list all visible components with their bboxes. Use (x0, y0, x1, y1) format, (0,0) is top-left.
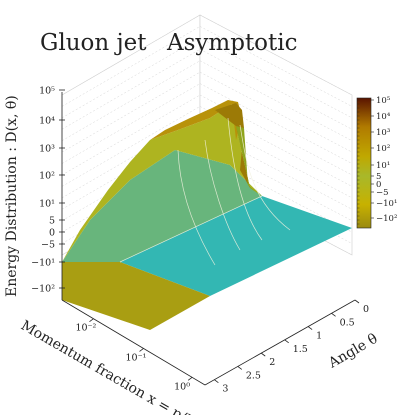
title-right: Asymptotic (166, 30, 298, 56)
grid-line-left (61, 49, 201, 130)
z-tick-label: 10⁴ (39, 116, 55, 127)
z-tick-label: −10¹ (31, 258, 55, 269)
grid-line-left (61, 94, 201, 176)
z-tick-label: −5 (41, 240, 55, 251)
wire-3 (227, 117, 263, 241)
y-axis-line (204, 299, 356, 386)
colorbar-tick-label: 10⁵ (376, 96, 391, 106)
y-tick-label: 1.5 (293, 344, 308, 355)
grid-line-left (61, 83, 201, 164)
z-tick-label: 10² (39, 171, 55, 182)
z-tick-label: −10² (31, 284, 55, 295)
grid-line-right (199, 26, 353, 107)
x-axis-line (61, 299, 206, 386)
grid-line-left (61, 14, 201, 96)
wire-5 (119, 195, 263, 263)
z-tick-label: 10⁵ (39, 86, 55, 97)
x-axis-label: Momentum fraction x = p/E (18, 318, 198, 415)
colorbar-tick-label: 10¹ (376, 161, 390, 171)
y-tick-mark (237, 366, 243, 370)
x-axis: 10⁻² 10⁻¹ 10⁰ (61, 299, 206, 392)
colorbar-gradient (356, 97, 372, 229)
z-axis-label: Energy Distribution : D(x, θ) (4, 95, 20, 297)
y-tick-mark (354, 299, 360, 304)
grid-line-right (199, 37, 353, 119)
x-tick-mark (139, 348, 144, 352)
colorbar-tick-label: 10³ (376, 128, 390, 138)
x-tick-mark (187, 377, 193, 381)
y-tick-label: 3 (222, 384, 228, 395)
grid-line-right (199, 49, 353, 130)
grid-line-left (61, 37, 201, 119)
surface-right-face (236, 126, 262, 196)
grid-line-left (61, 60, 201, 141)
z-tick-label: 10³ (39, 144, 55, 155)
y-axis: 0 0.5 1 1.5 2 2.5 3 (204, 299, 369, 395)
grid-line-right (199, 71, 353, 153)
colorbar-tick-label: −10¹ (376, 199, 397, 209)
wire-2 (204, 139, 241, 251)
z-tick-label: 0 (49, 228, 55, 239)
y-tick-mark (307, 326, 313, 330)
colorbar-tick-label: 10⁴ (376, 112, 391, 122)
colorbar-tick-label: 5 (376, 172, 381, 182)
y-tick-mark (331, 312, 336, 317)
z-tick-label: 5 (49, 216, 55, 227)
wire-1 (177, 149, 216, 266)
energy-surface (62, 100, 352, 330)
surface-peak-side (215, 103, 250, 188)
z-axis: 10⁵ 10⁴ 10³ 10² 10¹ 50−5 −10¹ −10² (31, 86, 65, 300)
surface-front-wall (62, 262, 210, 330)
x-tick-label: 10⁰ (174, 381, 190, 392)
colorbar-tick-label: 10² (376, 144, 390, 154)
y-tick-mark (261, 352, 266, 357)
y-tick-label: 2 (269, 357, 275, 368)
colorbar-tick-label: −5 (376, 188, 389, 198)
y-tick-mark (284, 339, 289, 344)
colorbar-tick-label: −10² (376, 214, 397, 224)
surface-wireframe (119, 117, 291, 266)
grid-line-right (199, 60, 353, 141)
grid-line-left (61, 71, 201, 153)
y-tick-mark (214, 379, 219, 384)
title-left: Gluon jet (40, 30, 147, 56)
x-tick-label: 10⁻¹ (126, 352, 147, 363)
x-tick-label: 10⁻² (75, 323, 96, 334)
y-tick-label: 0 (363, 304, 369, 315)
y-tick-label: 2.5 (246, 370, 261, 381)
grid-line-left (61, 26, 201, 107)
flat-plane (120, 196, 352, 296)
y-tick-label: 1 (316, 331, 322, 342)
y-axis-label: Angle θ (325, 331, 380, 372)
grid-line-left (61, 106, 201, 187)
grid-line-right (199, 14, 353, 96)
z-tick-label: 10¹ (39, 199, 55, 210)
y-tick-label: 0.5 (340, 317, 355, 328)
wire-4 (239, 124, 291, 231)
grid-line-right (199, 83, 353, 164)
colorbar-tick-label: 0 (376, 180, 381, 190)
surface-ridge (62, 104, 262, 262)
x-tick-mark (89, 318, 94, 323)
